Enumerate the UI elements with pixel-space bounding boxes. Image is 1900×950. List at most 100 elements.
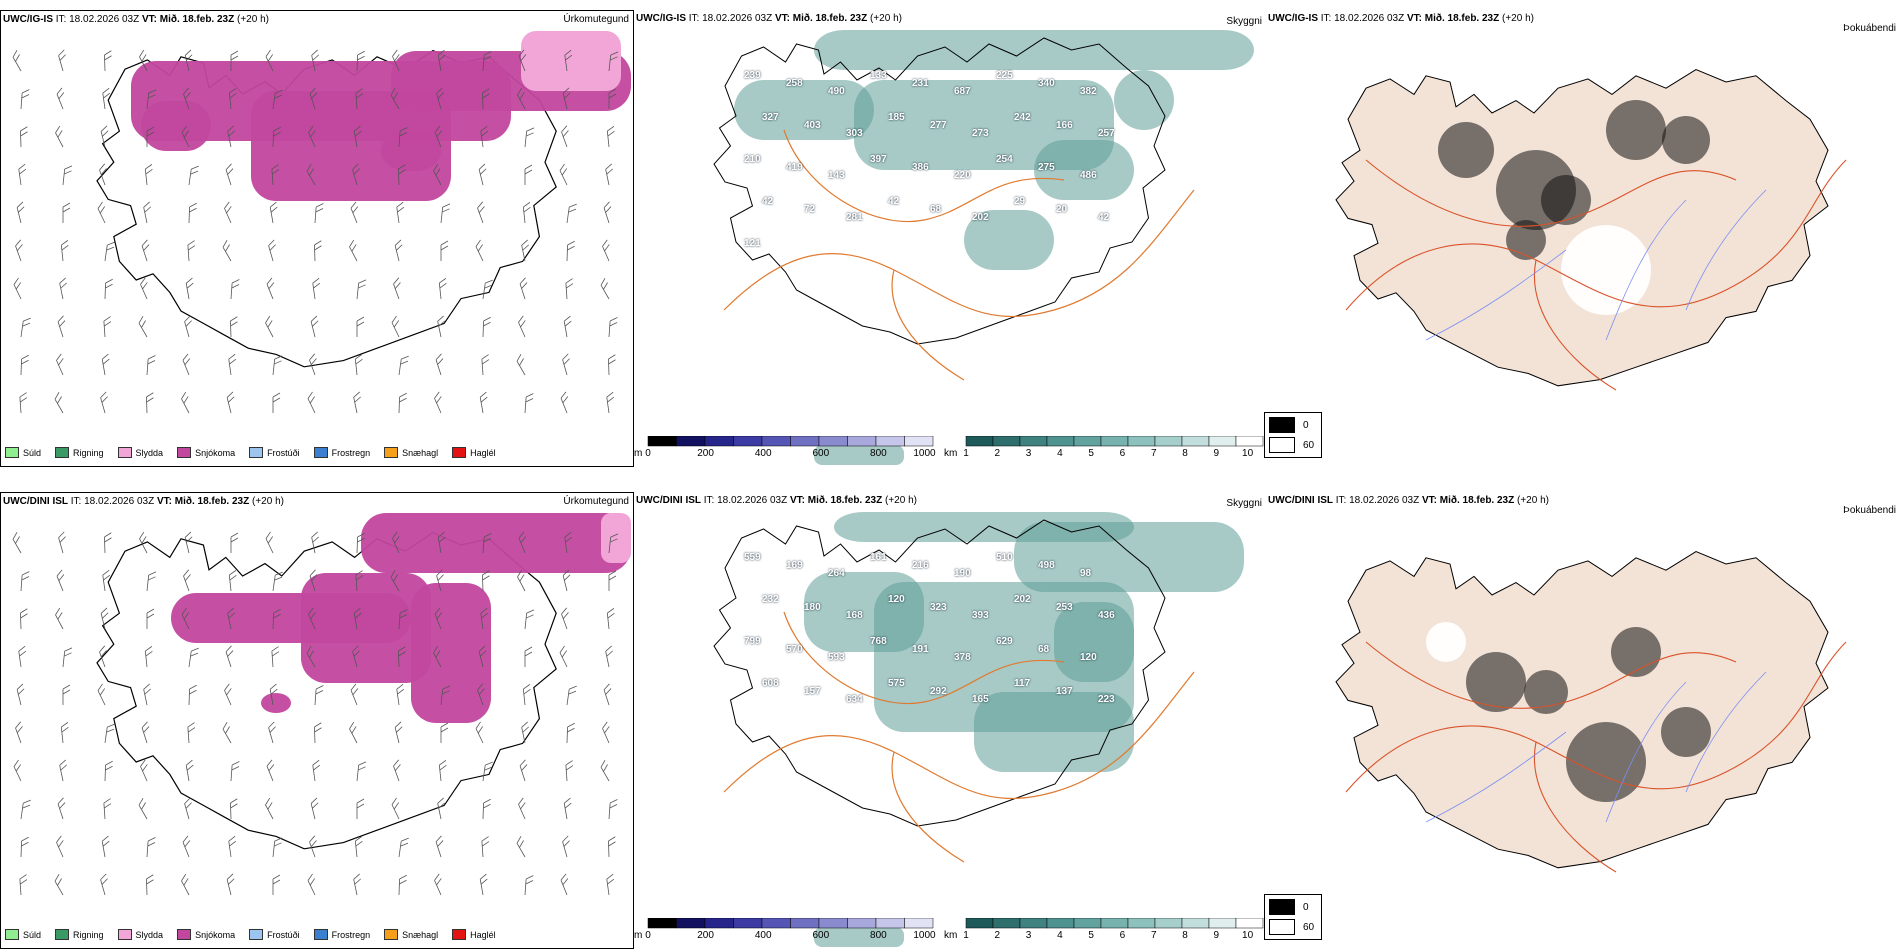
panel-variable-name: Úrkomutegund (563, 14, 629, 25)
cloud-base-value: 629 (996, 636, 1013, 647)
precip-legend: Súld Rigning Slydda Snjókoma Frostúði Fr… (5, 929, 496, 940)
cloud-base-value: 486 (1080, 170, 1097, 181)
fog-legend-top: 0 60 (1264, 412, 1322, 458)
cloud-units: m (634, 930, 643, 941)
cloud-base-value: 120 (888, 594, 905, 605)
panel-variable-name: Þokuábendi (1843, 505, 1896, 516)
cloud-base-value: 257 (1098, 128, 1115, 139)
legend-item: Súld (5, 929, 41, 940)
legend-item: Frostregn (313, 929, 370, 940)
cloud-base-value: 225 (996, 70, 1013, 81)
drizzle-swatch (5, 929, 19, 940)
tick-label: 800 (870, 930, 887, 941)
cloud-base-value: 210 (744, 154, 761, 165)
panel-variable-name: Skyggni (1226, 16, 1262, 27)
legend-item: Rigning (55, 447, 104, 458)
cloud-base-value: 393 (972, 610, 989, 621)
graupel-swatch (384, 447, 399, 458)
tick-label: 200 (697, 930, 714, 941)
legend-item: Rigning (55, 929, 104, 940)
cloud-base-value: 161 (870, 552, 887, 563)
panel-title: UWC/IG-IS IT: 18.02.2026 03Z VT: Mið. 18… (1268, 13, 1534, 24)
cloud-base-value: 403 (804, 120, 821, 131)
cloud-base-value: 239 (744, 70, 761, 81)
cloud-base-value: 258 (786, 78, 803, 89)
cloud-base-value: 157 (804, 686, 821, 697)
tick-label: 6 (1119, 930, 1126, 941)
tick-label: 9 (1213, 930, 1220, 941)
fog-swatch-min (1269, 437, 1295, 453)
legend-item: Frostúði (249, 929, 300, 940)
cloud-base-value: 242 (1014, 112, 1031, 123)
freezing-drizzle-swatch (249, 929, 264, 940)
cloud-base-value: 216 (912, 560, 929, 571)
panel-visibility-top: UWC/IG-IS IT: 18.02.2026 03Z VT: Mið. 18… (634, 10, 1264, 465)
tick-label: 2 (994, 930, 1001, 941)
tick-label: 200 (697, 448, 714, 459)
tick-label: 8 (1182, 930, 1188, 941)
cloud-base-colorbar: m 0 200 400 600 800 1000 (634, 436, 936, 464)
legend-item: Súld (5, 447, 41, 458)
cloud-base-colorbar: m 0 200 400 600 800 1000 (634, 918, 936, 946)
cloud-base-value: 42 (762, 196, 774, 207)
cloud-base-value: 190 (954, 568, 971, 579)
cloud-base-value: 191 (912, 644, 929, 655)
hail-swatch (452, 447, 467, 458)
legend-item: Snæhagl (384, 447, 438, 458)
panel-title: UWC/DINI ISL IT: 18.02.2026 03Z VT: Mið.… (1268, 495, 1549, 506)
vis-ticks: 1 2 3 4 5 6 7 8 9 10 (963, 930, 1264, 942)
visibility-colorbar: km 1 2 3 4 5 6 7 8 9 10 (944, 436, 1264, 464)
panel-visibility-bottom: UWC/DINI ISL IT: 18.02.2026 03Z VT: Mið.… (634, 492, 1264, 947)
panel-precip-type-bottom: UWC/DINI ISL IT: 18.02.2026 03Z VT: Mið.… (0, 492, 634, 949)
tick-label: 10 (1242, 448, 1254, 459)
cloud-units: m (634, 448, 643, 459)
cloud-base-value: 42 (1098, 212, 1110, 223)
tick-label: 600 (812, 930, 830, 941)
cloud-base-value: 570 (786, 644, 803, 655)
tick-label: 400 (754, 448, 772, 459)
freezing-drizzle-swatch (249, 447, 264, 458)
vis-ticks: 1 2 3 4 5 6 7 8 9 10 (963, 448, 1264, 460)
cloud-base-value: 275 (1038, 162, 1055, 173)
cloud-base-value: 202 (1014, 594, 1031, 605)
drizzle-swatch (5, 447, 19, 458)
tick-label: 2 (994, 448, 1001, 459)
tick-label: 3 (1025, 930, 1032, 941)
cloud-base-value: 498 (1038, 560, 1055, 571)
panel-title: UWC/IG-IS IT: 18.02.2026 03Z VT: Mið. 18… (636, 13, 902, 24)
precip-legend: Súld Rigning Slydda Snjókoma Frostúði Fr… (5, 447, 496, 458)
cloud-base-value: 98 (1080, 568, 1092, 579)
visibility-map (713, 512, 1244, 947)
cloud-base-value: 397 (870, 154, 887, 165)
panel-fog-top: UWC/IG-IS IT: 18.02.2026 03Z VT: Mið. 18… (1266, 10, 1900, 465)
cloud-base-value: 185 (888, 112, 905, 123)
legend-item: Snæhagl (384, 929, 438, 940)
tick-label: 4 (1057, 930, 1063, 941)
legend-item: Slydda (117, 929, 163, 940)
precip-map (12, 513, 631, 896)
precip-map (12, 31, 631, 414)
cloud-base-value: 378 (954, 652, 971, 663)
panel-variable-name: Þokuábendi (1843, 23, 1896, 34)
snow-swatch (177, 929, 192, 940)
cloud-base-value: 273 (972, 128, 989, 139)
cloud-base-value: 180 (804, 602, 821, 613)
tick-label: 800 (870, 448, 887, 459)
legend-item: Frostregn (313, 447, 370, 458)
tick-label: 0 (645, 448, 651, 459)
panel-title: UWC/DINI ISL IT: 18.02.2026 03Z VT: Mið.… (3, 496, 284, 507)
cloud-base-value: 634 (846, 694, 863, 705)
panel-title: UWC/DINI ISL IT: 18.02.2026 03Z VT: Mið.… (636, 495, 917, 506)
cloud-base-value: 768 (870, 636, 887, 647)
cloud-base-value: 68 (1038, 644, 1050, 655)
cloud-base-value: 120 (1080, 652, 1097, 663)
legend-item: Slydda (117, 447, 163, 458)
cloud-base-value: 559 (744, 552, 761, 563)
cloud-base-value: 327 (762, 112, 779, 123)
hail-swatch (452, 929, 467, 940)
tick-label: 6 (1119, 448, 1126, 459)
cloud-base-value: 323 (930, 602, 947, 613)
tick-label: 1000 (913, 930, 936, 941)
cloud-base-value: 42 (888, 196, 900, 207)
cloud-base-value: 510 (996, 552, 1013, 563)
